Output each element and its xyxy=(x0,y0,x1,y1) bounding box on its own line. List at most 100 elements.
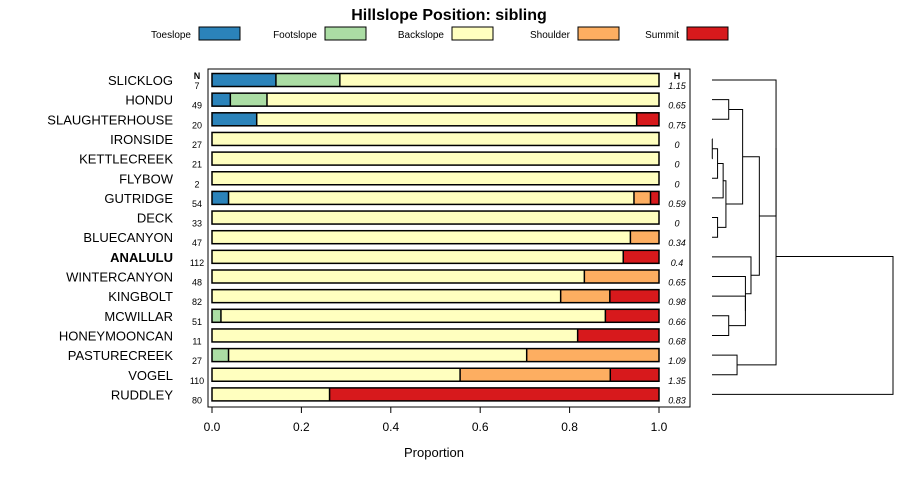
row-label-analulu: ANALULU xyxy=(110,250,173,265)
bar-segment-analulu-backslope xyxy=(212,250,624,264)
bar-segment-mcwillar-backslope xyxy=(220,309,606,323)
h-value-ruddley: 0.83 xyxy=(668,395,686,405)
bar-segment-pasturecreek-footslope xyxy=(212,348,229,362)
h-value-gutridge: 0.59 xyxy=(668,199,686,209)
bar-segment-gutridge-summit xyxy=(650,191,659,205)
bar-outline-gutridge xyxy=(211,190,660,206)
bar-outline-slicklog xyxy=(211,72,660,88)
row-label-slaughterhouse: SLAUGHTERHOUSE xyxy=(47,112,173,127)
bar-segment-hondu-backslope xyxy=(266,93,659,107)
legend-label-summit: Summit xyxy=(645,30,679,41)
bar-segment-bluecanyon-backslope xyxy=(212,230,631,244)
bar-segment-slaughterhouse-toeslope xyxy=(212,112,257,126)
chart-title: Hillslope Position: sibling xyxy=(351,7,547,24)
row-label-slicklog: SLICKLOG xyxy=(108,73,173,88)
row-label-mcwillar: MCWILLAR xyxy=(104,309,173,324)
n-value-wintercanyon: 48 xyxy=(192,278,202,288)
bar-segment-ruddley-summit xyxy=(329,387,659,401)
bar-segment-kingbolt-summit xyxy=(609,289,659,303)
row-label-hondu: HONDU xyxy=(125,93,173,108)
bar-segment-vogel-summit xyxy=(610,368,659,382)
legend-swatch-backslope xyxy=(451,26,494,41)
bar-row-vogel: VOGEL 110 1.35 xyxy=(128,367,687,386)
legend-swatch-toeslope xyxy=(198,26,241,41)
legend-label-footslope: Footslope xyxy=(273,30,317,41)
h-value-hondu: 0.65 xyxy=(668,101,687,111)
dendrogram-merge-1 xyxy=(712,217,719,238)
dendrogram-merge-6 xyxy=(725,108,744,205)
bar-outline-mcwillar xyxy=(211,308,660,324)
bar-segment-honeymooncan-summit xyxy=(577,328,659,342)
bar-row-slicklog: SLICKLOG 7 1.15 xyxy=(108,72,687,91)
legend-swatch-shoulder xyxy=(577,26,620,41)
dendrogram-merge-11 xyxy=(742,156,760,276)
bar-outline-flybow xyxy=(211,171,660,186)
row-label-bluecanyon: BLUECANYON xyxy=(83,230,173,245)
dendrogram xyxy=(711,79,894,395)
row-label-ironside: IRONSIDE xyxy=(110,132,173,147)
x-tick-label-0-2: 0.2 xyxy=(293,420,310,434)
dendrogram-merge-2 xyxy=(712,148,719,179)
n-value-slicklog: 7 xyxy=(194,81,199,91)
bar-segment-vogel-shoulder xyxy=(460,368,611,382)
bar-segment-pasturecreek-backslope xyxy=(228,348,527,362)
bar-segment-ruddley-backslope xyxy=(212,387,330,401)
bar-outline-analulu xyxy=(211,249,660,265)
row-label-vogel: VOGEL xyxy=(128,368,173,383)
bar-segment-vogel-backslope xyxy=(212,368,461,382)
bar-segment-pasturecreek-shoulder xyxy=(526,348,659,362)
dendrogram-merge-12 xyxy=(712,79,777,217)
bar-segment-slaughterhouse-backslope xyxy=(256,112,637,126)
legend-label-toeslope: Toeslope xyxy=(151,30,191,41)
dendrogram-merge-4 xyxy=(717,180,727,228)
n-value-vogel: 110 xyxy=(190,376,204,386)
h-value-wintercanyon: 0.65 xyxy=(668,278,687,288)
bar-segment-hondu-footslope xyxy=(230,93,267,107)
row-label-pasturecreek: PASTURECREEK xyxy=(68,348,174,363)
bar-row-kingbolt: KINGBOLT 82 0.98 xyxy=(108,288,686,307)
bar-row-gutridge: GUTRIDGE 54 0.59 xyxy=(104,190,686,209)
h-value-kingbolt: 0.98 xyxy=(668,297,686,307)
bar-row-analulu: ANALULU 112 0.4 xyxy=(110,249,683,268)
legend-label-shoulder: Shoulder xyxy=(530,30,571,41)
bar-outline-pasturecreek xyxy=(211,347,660,363)
row-label-wintercanyon: WINTERCANYON xyxy=(66,270,173,285)
bar-outline-deck xyxy=(211,210,660,225)
row-label-deck: DECK xyxy=(137,211,173,226)
h-value-deck: 0 xyxy=(674,219,679,229)
x-tick-label-1-0: 1.0 xyxy=(651,420,668,434)
bar-segment-hondu-toeslope xyxy=(212,93,231,107)
dendrogram-merge-13 xyxy=(712,354,738,376)
n-value-analulu: 112 xyxy=(190,258,204,268)
h-value-mcwillar: 0.66 xyxy=(668,317,686,327)
bar-row-honeymooncan: HONEYMOONCAN 11 0.68 xyxy=(59,328,686,346)
n-value-deck: 33 xyxy=(192,219,202,229)
dendrogram-merge-3 xyxy=(712,163,724,199)
h-column-header: H xyxy=(674,71,681,81)
bar-segment-ironside-backslope xyxy=(212,132,659,146)
bar-segment-kettlecreek-backslope xyxy=(212,152,659,166)
row-label-kettlecreek: KETTLECREEK xyxy=(79,152,173,167)
legend-label-backslope: Backslope xyxy=(398,30,445,41)
bar-outline-kingbolt xyxy=(211,288,660,304)
row-label-honeymooncan: HONEYMOONCAN xyxy=(59,328,173,343)
row-label-ruddley: RUDDLEY xyxy=(111,387,173,402)
bar-segment-mcwillar-summit xyxy=(605,309,659,323)
bar-row-flybow: FLYBOW 2 0 xyxy=(119,171,680,189)
bar-segment-gutridge-toeslope xyxy=(212,191,229,205)
bar-segment-flybow-backslope xyxy=(212,171,659,185)
n-value-pasturecreek: 27 xyxy=(192,356,202,366)
bar-segment-mcwillar-footslope xyxy=(212,309,221,323)
bar-segment-slicklog-toeslope xyxy=(212,73,276,87)
n-value-kettlecreek: 21 xyxy=(192,160,202,170)
plot-frame xyxy=(207,68,691,408)
n-value-honeymooncan: 11 xyxy=(192,336,201,346)
bar-row-pasturecreek: PASTURECREEK 27 1.09 xyxy=(68,347,686,366)
h-value-vogel: 1.35 xyxy=(668,376,687,386)
bar-segment-wintercanyon-shoulder xyxy=(584,270,659,283)
n-value-hondu: 49 xyxy=(192,101,202,111)
n-value-ruddley: 80 xyxy=(192,395,202,405)
n-value-bluecanyon: 47 xyxy=(192,238,202,248)
